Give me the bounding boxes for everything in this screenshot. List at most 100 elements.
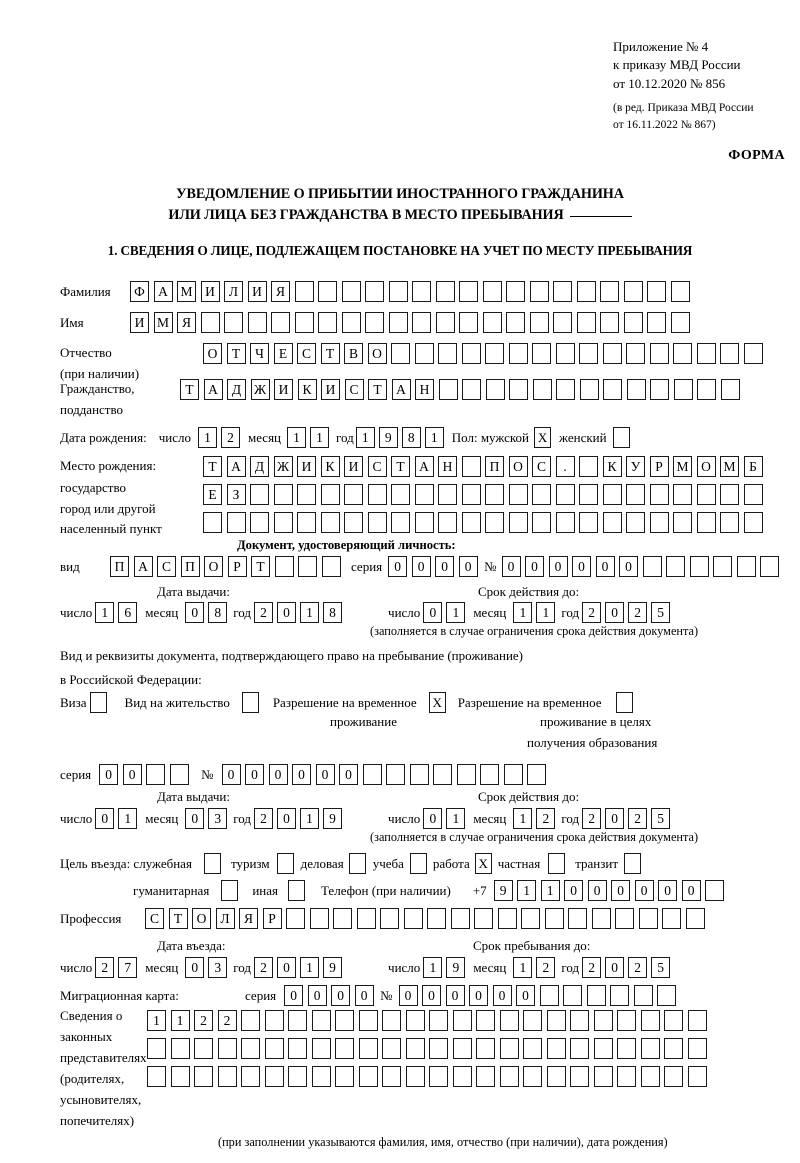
char-cell[interactable]: Т <box>168 908 188 929</box>
char-cell[interactable] <box>388 281 408 302</box>
char-cell[interactable] <box>499 1010 519 1031</box>
char-cell[interactable] <box>555 512 575 533</box>
char-cell[interactable]: 8 <box>323 602 343 623</box>
char-cell[interactable]: 0 <box>411 556 431 577</box>
char-cell[interactable] <box>403 908 423 929</box>
char-cell[interactable] <box>273 484 293 505</box>
char-cell[interactable]: 5 <box>651 602 671 623</box>
purpose-transit-checkbox[interactable] <box>624 853 642 874</box>
char-cell[interactable] <box>485 379 505 400</box>
char-cell[interactable] <box>362 764 382 785</box>
char-cell[interactable]: 0 <box>605 957 625 978</box>
char-cell[interactable]: 2 <box>254 957 274 978</box>
char-cell[interactable] <box>521 908 540 929</box>
char-cell[interactable] <box>356 908 376 929</box>
char-cell[interactable]: 3 <box>208 808 228 829</box>
temp-edu-checkbox[interactable] <box>615 692 633 713</box>
char-cell[interactable]: Т <box>320 343 340 364</box>
char-cell[interactable] <box>508 484 528 505</box>
char-cell[interactable] <box>696 343 716 364</box>
char-cell[interactable]: И <box>297 456 316 477</box>
char-cell[interactable]: 1 <box>197 427 217 448</box>
char-cell[interactable] <box>264 1066 284 1087</box>
char-cell[interactable] <box>365 281 384 302</box>
char-cell[interactable] <box>273 512 293 533</box>
char-cell[interactable]: 5 <box>651 957 671 978</box>
sex-female-checkbox[interactable] <box>612 427 630 448</box>
char-cell[interactable]: П <box>110 556 129 577</box>
char-cell[interactable] <box>689 556 709 577</box>
char-cell[interactable] <box>506 312 525 333</box>
residence-permit-checkbox[interactable] <box>241 692 259 713</box>
char-cell[interactable] <box>311 1038 331 1059</box>
char-cell[interactable] <box>217 1066 237 1087</box>
char-cell[interactable] <box>247 312 267 333</box>
char-cell[interactable] <box>546 1010 566 1031</box>
char-cell[interactable] <box>461 456 481 477</box>
char-cell[interactable] <box>623 312 643 333</box>
char-cell[interactable] <box>429 1038 448 1059</box>
char-cell[interactable]: Ф <box>130 281 149 302</box>
char-cell[interactable] <box>482 281 502 302</box>
char-cell[interactable] <box>170 1038 190 1059</box>
char-cell[interactable] <box>579 512 598 533</box>
char-cell[interactable] <box>593 1066 613 1087</box>
char-cell[interactable] <box>579 456 598 477</box>
char-cell[interactable] <box>529 281 549 302</box>
char-cell[interactable]: О <box>367 343 387 364</box>
char-cell[interactable] <box>459 281 478 302</box>
char-cell[interactable]: 6 <box>118 602 138 623</box>
char-cell[interactable] <box>200 312 220 333</box>
char-cell[interactable]: 0 <box>185 808 205 829</box>
char-cell[interactable]: 1 <box>170 1010 190 1031</box>
char-cell[interactable] <box>333 908 352 929</box>
char-cell[interactable] <box>617 1010 636 1031</box>
char-cell[interactable] <box>602 512 622 533</box>
char-cell[interactable]: 2 <box>254 602 274 623</box>
char-cell[interactable]: 1 <box>446 602 466 623</box>
purpose-business-checkbox[interactable] <box>348 853 366 874</box>
char-cell[interactable] <box>438 379 458 400</box>
char-cell[interactable] <box>427 908 446 929</box>
char-cell[interactable]: О <box>696 456 716 477</box>
char-cell[interactable] <box>697 379 716 400</box>
temp-residence-checkbox[interactable]: X <box>428 692 446 713</box>
char-cell[interactable] <box>626 484 645 505</box>
char-cell[interactable]: И <box>130 312 149 333</box>
char-cell[interactable] <box>241 1066 260 1087</box>
char-cell[interactable] <box>335 1010 354 1031</box>
char-cell[interactable]: 0 <box>423 808 443 829</box>
char-cell[interactable] <box>673 343 692 364</box>
char-cell[interactable] <box>649 512 669 533</box>
char-cell[interactable]: С <box>297 343 316 364</box>
char-cell[interactable]: 0 <box>469 985 489 1006</box>
char-cell[interactable]: 0 <box>292 764 312 785</box>
char-cell[interactable]: И <box>247 281 267 302</box>
char-cell[interactable]: 0 <box>611 880 631 901</box>
char-cell[interactable] <box>539 985 559 1006</box>
char-cell[interactable] <box>224 312 243 333</box>
char-cell[interactable] <box>670 312 690 333</box>
char-cell[interactable] <box>226 512 246 533</box>
reps-cells-row3[interactable] <box>147 1066 711 1087</box>
char-cell[interactable]: 0 <box>548 556 568 577</box>
char-cell[interactable]: 8 <box>401 427 421 448</box>
char-cell[interactable] <box>506 281 525 302</box>
visa-checkbox[interactable] <box>89 692 107 713</box>
char-cell[interactable] <box>414 343 434 364</box>
char-cell[interactable] <box>264 1010 284 1031</box>
reps-cells-row2[interactable] <box>147 1038 711 1059</box>
char-cell[interactable] <box>556 379 575 400</box>
char-cell[interactable]: 2 <box>254 808 274 829</box>
char-cell[interactable]: 2 <box>628 808 648 829</box>
char-cell[interactable] <box>617 1038 636 1059</box>
char-cell[interactable] <box>288 1010 307 1031</box>
